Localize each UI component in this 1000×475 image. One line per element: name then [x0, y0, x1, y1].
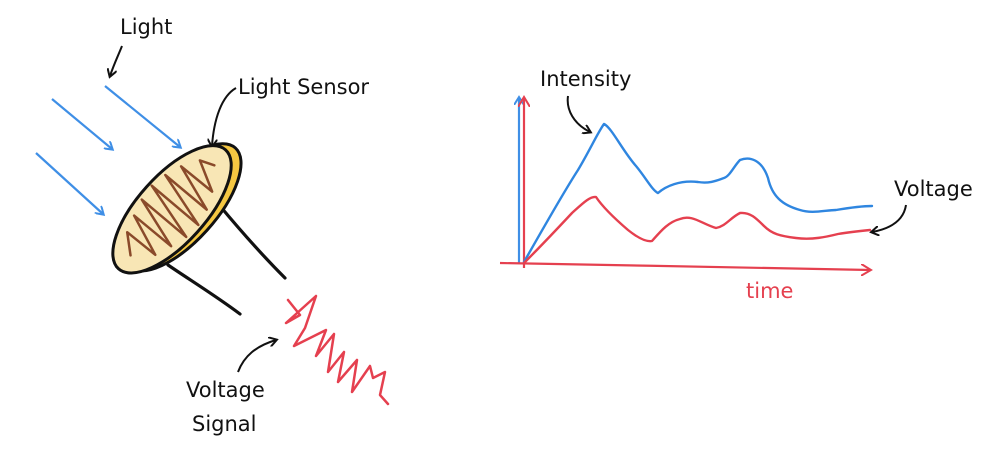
- intensity-label: Intensity: [540, 67, 631, 91]
- light-pointer-arrow: [110, 45, 123, 76]
- time-label: time: [746, 279, 793, 303]
- light-ray-icon: [51, 98, 112, 149]
- photoresistor-icon: [111, 142, 243, 275]
- intensity-pointer-arrow: [566, 95, 590, 132]
- light-rays: [35, 85, 180, 214]
- voltage-pointer-arrow: [872, 204, 907, 232]
- graph-axes: [499, 98, 870, 270]
- zigzag-signal-icon: [284, 294, 390, 406]
- voltage-curve: [522, 195, 872, 265]
- intensity-curve: [522, 122, 874, 264]
- light-ray-icon: [104, 85, 180, 147]
- sensor-pointer-arrow: [212, 87, 237, 146]
- sensor-trace: [125, 159, 216, 257]
- light-sensor-label: Light Sensor: [238, 75, 369, 99]
- time-axis: [499, 261, 870, 270]
- voltage-signal-label-line2: Signal: [192, 412, 257, 436]
- voltage-label: Voltage: [894, 177, 973, 201]
- voltage-signal-label-line1: Voltage: [186, 378, 265, 402]
- sensor-legs: [166, 204, 287, 316]
- light-label: Light: [120, 15, 172, 39]
- light-ray-icon: [35, 152, 103, 214]
- signal-pointer-arrow: [237, 340, 276, 373]
